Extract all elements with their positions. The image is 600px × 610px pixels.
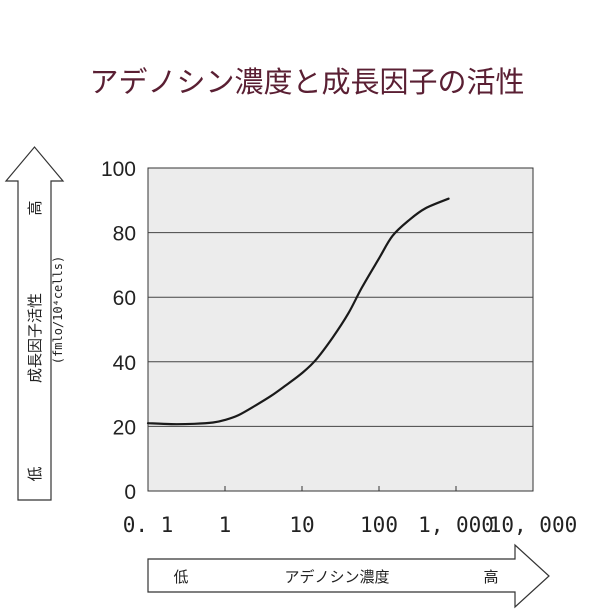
plot-area: [146, 167, 534, 492]
y-arrow-title: 成長因子活性: [26, 293, 44, 383]
x-tick-label: 1: [219, 513, 232, 537]
x-tick-label: 100: [360, 513, 398, 537]
x-tick-label: 10: [289, 513, 314, 537]
y-tick-label: 0: [124, 481, 136, 504]
y-arrow-high-label: 高: [26, 200, 44, 215]
y-arrow-shape: [4, 146, 65, 501]
x-tick-label: 1, 000: [418, 513, 494, 537]
y-arrow-low-label: 低: [26, 466, 44, 481]
y-tick-label: 40: [113, 352, 136, 375]
gridlines: [148, 232, 533, 427]
x-axis-arrow: 低 アデノシン濃度 高: [147, 543, 550, 609]
series-group: [146, 197, 450, 426]
x-arrow-title: アデノシン濃度: [284, 568, 389, 586]
series-line: [146, 197, 450, 426]
y-tick-label: 60: [113, 287, 136, 310]
x-arrow-high-label: 高: [483, 568, 498, 586]
y-tick-label: 80: [113, 223, 136, 246]
x-tick-label: 0. 1: [123, 513, 174, 537]
x-arrow-shape: [147, 543, 550, 609]
y-tick-label: 100: [101, 158, 136, 181]
chart-title: アデノシン濃度と成長因子の活性: [89, 65, 524, 99]
x-arrow-low-label: 低: [173, 568, 188, 586]
plot-background: [147, 167, 534, 492]
y-axis-arrow: 高 成長因子活性 (fmlo/10⁴cells) 低: [4, 146, 65, 501]
y-arrow-unit: (fmlo/10⁴cells): [51, 256, 65, 364]
y-tick-labels: 0 20 40 60 80 100: [101, 158, 136, 504]
y-tick-label: 20: [113, 416, 136, 439]
x-tick-label: 10, 000: [489, 513, 578, 537]
